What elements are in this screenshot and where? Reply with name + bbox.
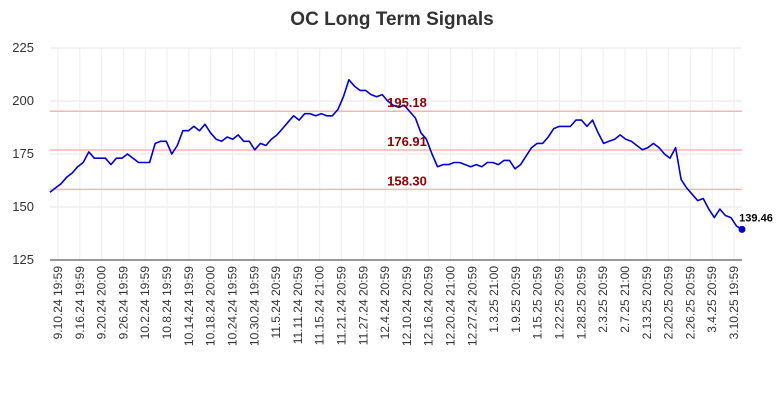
y-tick-label: 200 [12,93,34,108]
x-tick-label: 12.4.24 20:59 [378,266,392,340]
x-tick-label: 3.10.25 19:59 [727,266,741,340]
x-tick-label: 9.16.24 19:59 [73,266,87,340]
series-layer [49,79,746,233]
x-tick-label: 11.5.24 20:59 [269,266,283,339]
y-tick-label: 125 [12,252,34,267]
x-tick-label: 11.15.24 21:00 [313,266,327,346]
x-tick-label: 12.20.24 21:00 [444,266,458,346]
x-tick-label: 9.26.24 19:59 [116,266,130,340]
labels-layer: 195.18 176.91 158.30 139.46 [387,95,773,224]
x-tick-label: 11.21.24 20:59 [334,266,348,346]
x-tick-label: 1.3.25 21:00 [487,266,501,333]
x-tick-label: 2.20.25 20:59 [662,266,676,340]
x-tick-label: 10.14.24 19:59 [182,266,196,346]
price-line [49,79,743,230]
x-tick-label: 10.2.24 19:59 [138,266,152,340]
x-tick-label: 2.7.25 21:00 [618,266,632,333]
last-price-label: 139.46 [739,212,773,224]
x-tick-label: 11.11.24 20:59 [291,266,305,345]
x-tick-label: 12.16.24 20:59 [422,266,436,346]
x-tick-label: 11.27.24 20:59 [356,266,370,346]
x-tick-label: 10.24.24 19:59 [225,266,239,346]
x-tick-label: 10.30.24 19:59 [247,266,261,346]
y-tick-label: 225 [12,40,34,55]
signal-level-label: 158.30 [387,173,427,188]
axes: 125 150 175 200 225 9.10.24 19:59 9.16.24 19:5… [12,40,742,346]
x-tick-label: 1.9.25 20:59 [509,266,523,333]
y-tick-label: 150 [12,199,34,214]
x-tick-label: 1.22.25 20:59 [553,266,567,340]
x-tick-label: 12.27.24 20:59 [465,266,479,346]
x-tick-label: 9.20.24 20:00 [95,266,109,340]
x-tick-label: 2.13.25 20:59 [640,266,654,340]
x-tick-label: 12.10.24 20:59 [400,266,414,346]
x-tick-label: 10.8.24 19:59 [160,266,174,340]
x-tick-label: 9.10.24 19:59 [51,266,65,340]
x-tick-label: 1.28.25 20:59 [574,266,588,340]
signal-levels [50,110,742,191]
x-tick-label: 3.4.25 20:59 [705,266,719,333]
signal-level-label: 176.91 [387,134,427,149]
x-tick-label: 10.18.24 20:00 [204,266,218,346]
last-point-marker [738,225,746,233]
chart-title: OC Long Term Signals [290,9,493,30]
x-tick-label: 2.3.25 20:59 [596,266,610,333]
signal-level-label: 195.18 [387,95,427,110]
grid [50,47,742,261]
x-tick-label: 1.15.25 20:59 [531,266,545,340]
y-tick-label: 175 [12,146,34,161]
x-tick-label: 2.26.25 20:59 [683,266,697,340]
